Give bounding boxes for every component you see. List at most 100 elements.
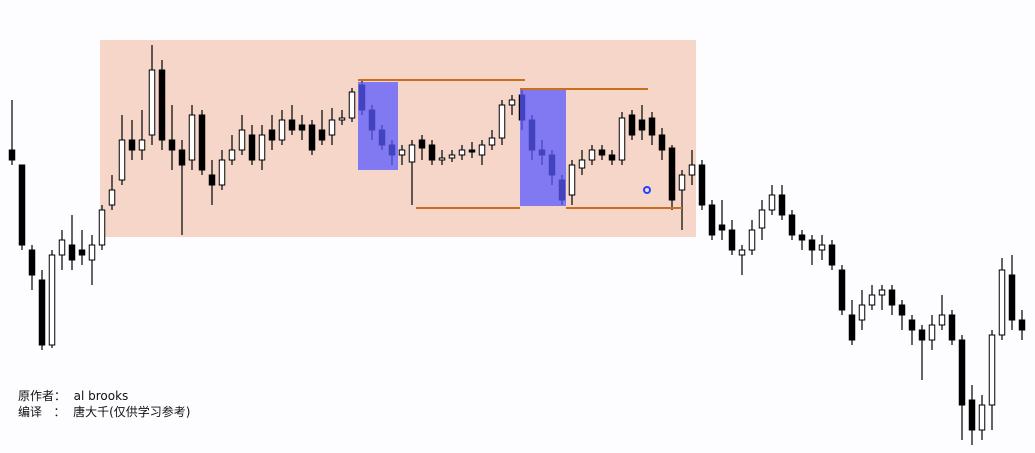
- candle-body: [468, 149, 476, 153]
- candle-body: [648, 117, 656, 136]
- candle-body: [128, 139, 136, 151]
- candle-body: [28, 249, 36, 276]
- candle-body: [408, 144, 416, 163]
- candle-body: [38, 279, 46, 346]
- candle-body: [828, 244, 836, 266]
- candle-body: [198, 114, 206, 171]
- candle-body: [908, 319, 916, 331]
- candle-body: [98, 209, 106, 246]
- candle-body: [708, 204, 716, 236]
- candle-body: [608, 154, 616, 161]
- candle-body: [968, 399, 976, 431]
- candle-body: [848, 314, 856, 341]
- candle-body: [508, 99, 516, 106]
- candle-body: [668, 147, 676, 201]
- candle-body: [258, 134, 266, 161]
- candle-body: [238, 129, 246, 151]
- candle-body: [778, 194, 786, 216]
- candle-body: [138, 139, 146, 151]
- candle-body: [568, 164, 576, 196]
- candle-body: [168, 139, 176, 151]
- candle-body: [208, 174, 216, 186]
- candle-body: [418, 139, 426, 149]
- candle-body: [298, 124, 306, 131]
- candle-body: [618, 117, 626, 161]
- candle-body: [288, 119, 296, 131]
- candle-body: [688, 164, 696, 176]
- candle-body: [748, 229, 756, 251]
- cursor-dot: [643, 186, 651, 194]
- candle-body: [948, 314, 956, 341]
- candle-body: [728, 229, 736, 251]
- candle-body: [348, 91, 356, 119]
- candle-body: [188, 114, 196, 161]
- candle-body: [308, 124, 316, 151]
- candle-body: [48, 254, 56, 346]
- candle-body: [958, 339, 966, 406]
- candle-body: [928, 324, 936, 341]
- candle-body: [498, 104, 506, 139]
- candle-body: [108, 189, 116, 206]
- candle-body: [448, 154, 456, 159]
- candle-body: [918, 329, 926, 341]
- candle-body: [178, 149, 186, 166]
- candle-body: [398, 149, 406, 156]
- candle-body: [338, 117, 346, 121]
- candle-body: [818, 244, 826, 251]
- candle-body: [118, 139, 126, 181]
- candle-body: [268, 129, 276, 141]
- candle-body: [938, 314, 946, 326]
- highlight-box: [358, 82, 398, 170]
- candle-body: [328, 119, 336, 136]
- candle-body: [58, 239, 66, 256]
- candle-body: [598, 149, 606, 156]
- candle-body: [428, 144, 436, 161]
- candle-body: [628, 114, 636, 136]
- candle-body: [278, 119, 286, 141]
- candle-body: [878, 289, 886, 296]
- candle-body: [148, 69, 156, 136]
- candles: [8, 45, 1026, 445]
- candle-body: [1008, 274, 1016, 321]
- candle-body: [488, 137, 496, 146]
- candle-body: [888, 289, 896, 306]
- author-note: 原作者： al brooks: [18, 389, 129, 403]
- candle-body: [658, 134, 666, 151]
- candle-body: [18, 164, 26, 246]
- candle-body: [808, 239, 816, 251]
- candle-body: [68, 244, 76, 261]
- candle-body: [588, 149, 596, 161]
- candle-body: [438, 157, 446, 161]
- candle-body: [88, 244, 96, 261]
- candle-body: [788, 214, 796, 236]
- candle-body: [838, 269, 846, 311]
- candle-body: [78, 249, 86, 256]
- candle-body: [8, 149, 16, 161]
- translator-note: 编译 ： 唐大千(仅供学习参考): [18, 405, 191, 419]
- candle-body: [698, 164, 706, 206]
- candle-body: [988, 334, 996, 406]
- candle-body: [158, 69, 166, 141]
- candle-body: [318, 129, 326, 141]
- candle-body: [718, 224, 726, 231]
- candle-body: [768, 194, 776, 211]
- candle-body: [798, 234, 806, 241]
- candle-body: [758, 209, 766, 229]
- candle-body: [868, 294, 876, 306]
- candle-body: [858, 304, 866, 321]
- candle-body: [218, 159, 226, 186]
- candle-body: [998, 269, 1006, 336]
- highlight-box: [520, 90, 566, 206]
- candle-body: [248, 134, 256, 161]
- candle-body: [458, 149, 466, 156]
- candle-body: [578, 159, 586, 169]
- candle-body: [228, 149, 236, 161]
- candle-body: [898, 304, 906, 316]
- candle-body: [978, 404, 986, 431]
- candle-body: [638, 119, 646, 131]
- candle-body: [738, 249, 746, 256]
- candle-body: [1018, 319, 1026, 331]
- candle-body: [478, 144, 486, 156]
